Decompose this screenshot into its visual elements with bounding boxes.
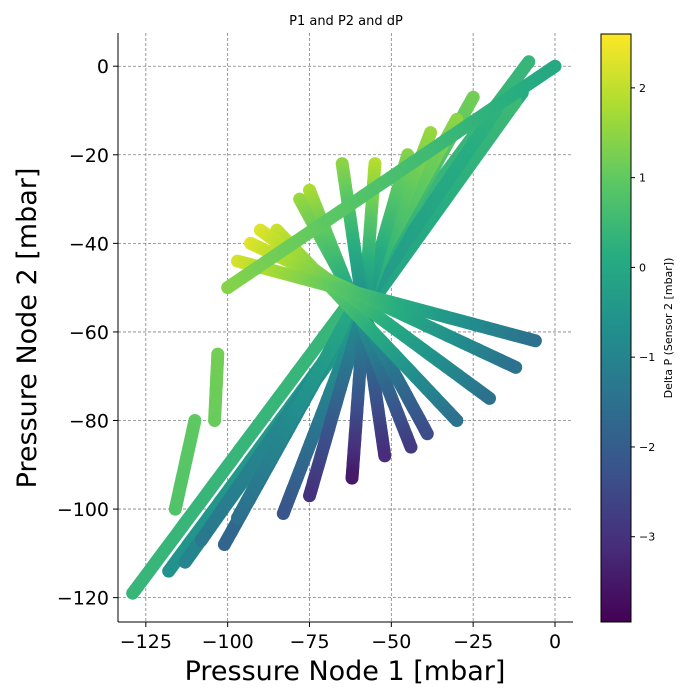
data-point xyxy=(195,533,208,547)
y-tick-label: −100 xyxy=(57,499,109,521)
data-point xyxy=(303,489,316,503)
x-tick-label: −75 xyxy=(289,631,329,653)
colorbar-gradient xyxy=(600,33,632,623)
x-tick-label: 0 xyxy=(549,631,561,653)
data-point xyxy=(231,511,244,525)
x-tick-label: −100 xyxy=(202,631,254,653)
data-point xyxy=(548,59,562,73)
data-point xyxy=(483,391,496,405)
data-point xyxy=(378,449,392,463)
scatter-points xyxy=(126,55,562,600)
x-axis-title: Pressure Node 1 [mbar] xyxy=(185,656,506,687)
data-point xyxy=(404,440,418,454)
data-point xyxy=(126,586,140,600)
y-tick-label: −120 xyxy=(57,588,109,610)
data-point xyxy=(450,414,464,427)
x-tick-label: −125 xyxy=(120,631,172,653)
data-point xyxy=(420,427,434,441)
data-point xyxy=(276,507,290,520)
y-axis-title: Pressure Node 2 [mbar] xyxy=(12,168,43,489)
colorbar: 2 1 0 −1 −2 −3 xyxy=(600,33,655,623)
chart-title: P1 and P2 and dP xyxy=(289,14,403,29)
data-point xyxy=(217,538,231,551)
data-point xyxy=(208,414,222,427)
x-tick-label: −25 xyxy=(453,631,493,653)
y-tick-label: −20 xyxy=(69,145,109,167)
colorbar-tick-label: −3 xyxy=(639,531,655,544)
data-point xyxy=(168,502,182,516)
y-tick-label: −60 xyxy=(69,322,109,344)
colorbar-tick-label: −1 xyxy=(639,351,655,364)
y-tick-label: −80 xyxy=(69,411,109,433)
data-point xyxy=(162,564,176,578)
y-tick-label: 0 xyxy=(97,56,109,78)
colorbar-tick-label: 0 xyxy=(639,261,646,274)
colorbar-tick-label: −2 xyxy=(639,441,655,454)
x-tick-label: −50 xyxy=(371,631,411,653)
axes: −125 −100 −75 −50 −25 0 −120 −100 −80 −60 −40 −20 0 xyxy=(57,33,573,653)
data-point xyxy=(345,471,359,485)
data-point xyxy=(528,334,542,348)
data-point xyxy=(178,555,192,569)
colorbar-tick-label: 2 xyxy=(639,82,646,95)
colorbar-tick-label: 1 xyxy=(639,172,646,185)
y-tick-label: −40 xyxy=(69,233,109,255)
colorbar-title: Delta P (Sensor 2 [mbar]) xyxy=(662,258,675,399)
data-point xyxy=(509,360,523,374)
